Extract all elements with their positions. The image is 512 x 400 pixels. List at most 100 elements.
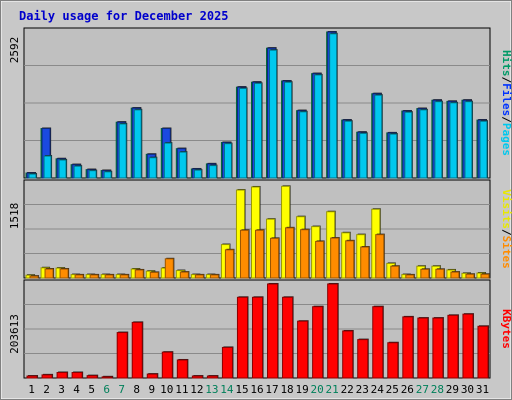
bar-sites-day-4	[74, 274, 84, 279]
bar-sites-day-12	[194, 274, 204, 279]
bar-sites-day-26	[405, 274, 415, 279]
bar-kbytes-day-10	[161, 351, 173, 379]
day-label-20: 20	[311, 383, 324, 396]
bar-kbytes-day-1	[26, 375, 38, 379]
bar-sites-day-3	[59, 268, 69, 279]
bar-sites-day-28	[435, 268, 445, 279]
bar-pages-day-30	[464, 101, 473, 179]
panel-max-label: 203613	[8, 314, 21, 354]
day-label-10: 10	[160, 383, 173, 396]
day-label-21: 21	[326, 383, 339, 396]
bar-pages-day-28	[434, 101, 443, 179]
bar-pages-day-11	[178, 151, 187, 179]
bar-kbytes-day-8	[131, 321, 143, 379]
bar-kbytes-day-5	[86, 375, 98, 379]
bar-pages-day-21	[329, 33, 338, 179]
bar-pages-day-3	[58, 159, 67, 179]
day-label-15: 15	[235, 383, 248, 396]
bar-kbytes-day-16	[251, 296, 264, 379]
bar-pages-day-4	[73, 165, 82, 179]
bar-kbytes-day-28	[432, 317, 444, 379]
bar-sites-day-8	[134, 269, 144, 279]
bar-pages-day-18	[284, 81, 293, 179]
bar-kbytes-day-17	[267, 283, 279, 379]
bar-kbytes-day-18	[282, 296, 294, 379]
bar-kbytes-day-23	[357, 339, 369, 379]
panel-side-label: Hits/Files/Pages	[500, 50, 512, 156]
bar-pages-day-29	[449, 102, 458, 179]
day-label-31: 31	[476, 383, 489, 396]
bar-pages-day-1	[28, 173, 37, 179]
day-label-19: 19	[295, 383, 308, 396]
side-label-part: KBytes	[500, 309, 512, 349]
bar-kbytes-day-24	[372, 306, 384, 379]
bar-sites-day-23	[360, 246, 370, 279]
day-label-2: 2	[43, 383, 50, 396]
bar-sites-day-15	[239, 229, 249, 279]
bar-kbytes-day-29	[447, 314, 459, 379]
bar-pages-day-15	[238, 87, 247, 179]
day-label-18: 18	[280, 383, 293, 396]
bar-pages-day-19	[299, 111, 308, 179]
bar-kbytes-day-9	[146, 373, 158, 379]
bar-sites-day-10	[164, 258, 174, 279]
side-label-part: /	[500, 229, 512, 236]
bar-pages-day-8	[133, 109, 142, 179]
day-label-26: 26	[401, 383, 414, 396]
bar-sites-day-31	[480, 273, 490, 279]
bar-pages-day-17	[269, 49, 278, 179]
bar-sites-day-19	[300, 229, 310, 279]
bar-sites-day-1	[29, 275, 39, 279]
bar-kbytes-day-14	[221, 346, 233, 379]
day-label-16: 16	[250, 383, 263, 396]
bar-pages-day-6	[103, 171, 112, 179]
bar-sites-day-22	[345, 240, 355, 279]
bar-sites-day-5	[89, 274, 99, 279]
bar-kbytes-day-31	[477, 325, 489, 379]
day-label-27: 27	[416, 383, 429, 396]
bar-pages-day-9	[148, 157, 157, 179]
day-label-22: 22	[341, 383, 354, 396]
panel-side-label: Visits/Sites	[500, 189, 512, 269]
bar-kbytes-day-27	[417, 317, 429, 379]
bar-kbytes-day-21	[327, 283, 339, 379]
bar-kbytes-day-25	[387, 342, 399, 379]
bar-pages-day-5	[88, 170, 97, 179]
panel-max-label: 1518	[8, 203, 21, 230]
side-label-part: Files	[500, 83, 512, 116]
day-label-23: 23	[356, 383, 369, 396]
bar-sites-day-17	[270, 237, 280, 279]
bar-sites-day-9	[149, 271, 159, 279]
day-label-4: 4	[73, 383, 80, 396]
bar-pages-day-26	[404, 111, 413, 179]
bar-sites-day-27	[420, 268, 430, 279]
bar-pages-day-14	[223, 143, 232, 179]
bar-sites-day-16	[254, 229, 265, 279]
side-label-part: /	[500, 116, 512, 123]
bar-pages-day-7	[118, 123, 127, 179]
bar-kbytes-day-6	[101, 376, 113, 379]
bar-pages-day-22	[344, 120, 353, 179]
panel-side-label: KBytes	[500, 309, 512, 349]
bar-kbytes-day-20	[312, 306, 324, 379]
bar-pages-day-31	[479, 120, 488, 179]
day-label-28: 28	[431, 383, 444, 396]
bar-kbytes-day-30	[462, 313, 474, 379]
bar-sites-day-24	[375, 234, 385, 279]
side-label-part: Visits	[500, 189, 512, 229]
bar-sites-day-29	[450, 271, 460, 279]
day-label-13: 13	[205, 383, 218, 396]
day-label-11: 11	[175, 383, 188, 396]
side-label-part: Sites	[500, 236, 512, 269]
bar-pages-day-25	[389, 133, 398, 179]
bar-kbytes-day-4	[71, 372, 83, 379]
bar-pages-day-24	[374, 94, 383, 179]
bar-kbytes-day-22	[342, 330, 354, 379]
bar-kbytes-day-15	[236, 296, 248, 379]
bar-sites-day-14	[224, 249, 234, 279]
day-label-7: 7	[118, 383, 125, 396]
bar-kbytes-day-7	[116, 332, 128, 379]
bars-group	[25, 31, 490, 379]
